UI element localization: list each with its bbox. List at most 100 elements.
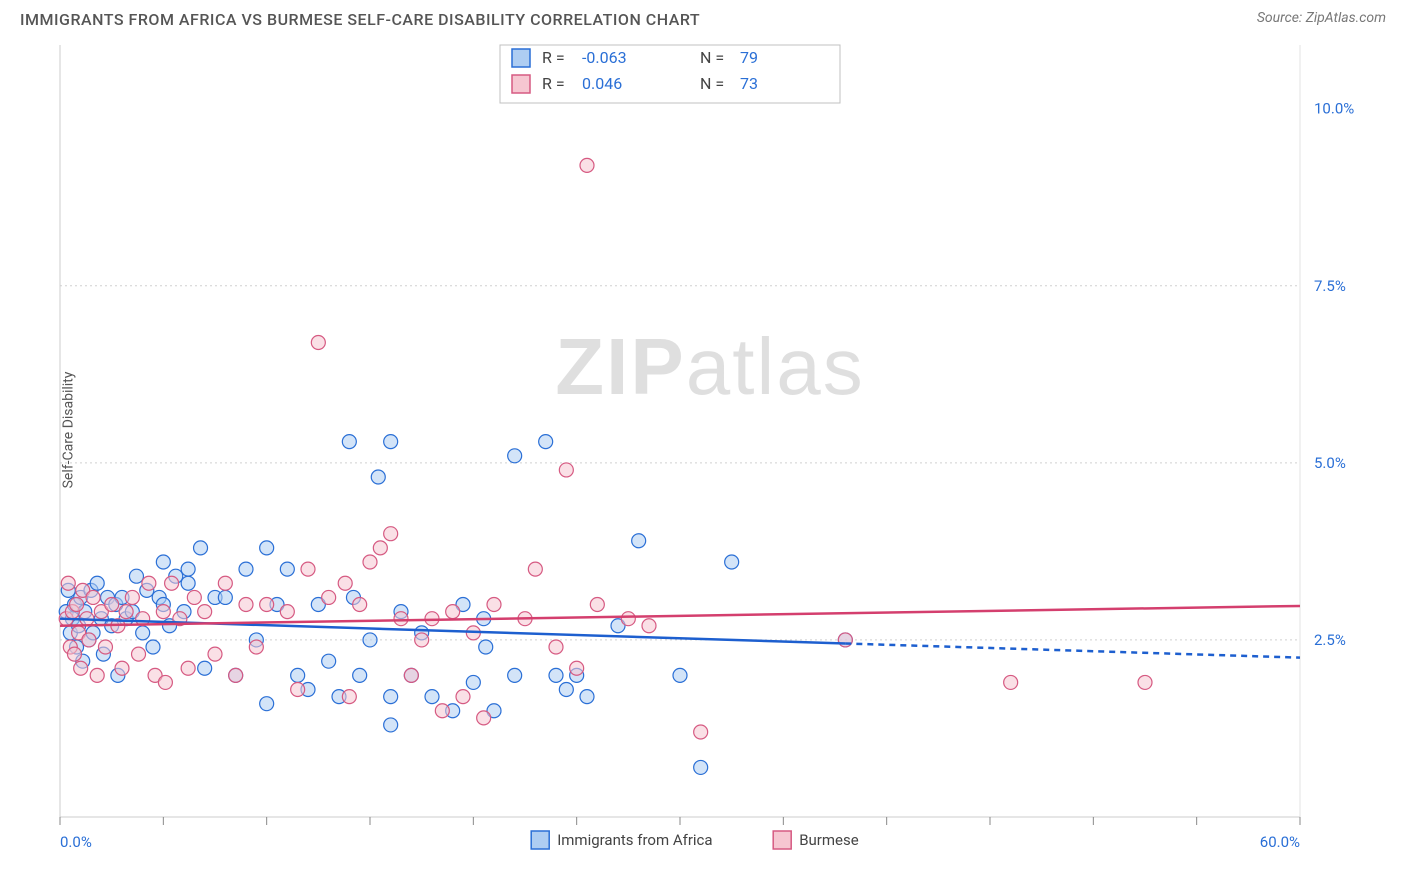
scatter-point (119, 605, 133, 619)
scatter-point (425, 690, 439, 704)
scatter-point (549, 668, 563, 682)
scatter-point (136, 626, 150, 640)
scatter-point (404, 668, 418, 682)
scatter-point (1138, 675, 1152, 689)
scatter-point (198, 605, 212, 619)
legend-swatch (512, 75, 530, 93)
scatter-point (384, 527, 398, 541)
scatter-point (105, 598, 119, 612)
scatter-point (61, 576, 75, 590)
scatter-point (415, 633, 429, 647)
scatter-point (181, 661, 195, 675)
source-name: ZipAtlas.com (1306, 10, 1386, 26)
scatter-point (694, 760, 708, 774)
scatter-point (74, 661, 88, 675)
scatter-point (260, 541, 274, 555)
y-axis-label: Self-Care Disability (60, 372, 76, 489)
scatter-point (549, 640, 563, 654)
scatter-point (322, 590, 336, 604)
scatter-point (142, 576, 156, 590)
scatter-point (384, 690, 398, 704)
chart-header: IMMIGRANTS FROM AFRICA VS BURMESE SELF-C… (0, 0, 1406, 35)
scatter-point (280, 562, 294, 576)
scatter-point (477, 711, 491, 725)
legend-r-label: R = (542, 74, 565, 93)
scatter-point (181, 576, 195, 590)
scatter-point (291, 683, 305, 697)
legend-swatch (773, 831, 791, 849)
scatter-point (435, 704, 449, 718)
legend-r-label: R = (542, 48, 565, 67)
scatter-point (456, 690, 470, 704)
scatter-point (218, 590, 232, 604)
scatter-point (239, 598, 253, 612)
y-tick-label: 10.0% (1314, 100, 1354, 118)
y-tick-label: 7.5% (1314, 277, 1346, 295)
legend-n-label: N = (700, 74, 724, 93)
scatter-point (559, 463, 573, 477)
scatter-point (132, 647, 146, 661)
scatter-point (311, 335, 325, 349)
scatter-point (394, 612, 408, 626)
scatter-point (156, 605, 170, 619)
scatter-point (322, 654, 336, 668)
scatter-point (642, 619, 656, 633)
scatter-point (528, 562, 542, 576)
scatter-point (508, 449, 522, 463)
scatter-point (165, 576, 179, 590)
legend-series-label: Immigrants from Africa (557, 831, 712, 849)
scatter-point (694, 725, 708, 739)
legend-n-label: N = (700, 48, 724, 67)
scatter-point (446, 605, 460, 619)
scatter-point (363, 555, 377, 569)
scatter-point (371, 470, 385, 484)
y-tick-label: 2.5% (1314, 631, 1346, 649)
scatter-point (98, 640, 112, 654)
scatter-point (508, 668, 522, 682)
scatter-point (632, 534, 646, 548)
source-prefix: Source: (1257, 10, 1306, 26)
legend-r-value: 0.046 (582, 74, 622, 93)
scatter-point (229, 668, 243, 682)
scatter-point (194, 541, 208, 555)
scatter-point (353, 668, 367, 682)
scatter-point (673, 668, 687, 682)
scatter-point (125, 590, 139, 604)
scatter-point (384, 718, 398, 732)
legend-swatch (512, 49, 530, 67)
scatter-point (280, 605, 294, 619)
scatter-point (363, 633, 377, 647)
scatter-point (1004, 675, 1018, 689)
scatter-point (621, 612, 635, 626)
scatter-point (198, 661, 212, 675)
scatter-point (590, 598, 604, 612)
scatter-point (239, 562, 253, 576)
chart-source: Source: ZipAtlas.com (1257, 10, 1386, 26)
scatter-point (373, 541, 387, 555)
legend-r-value: -0.063 (582, 48, 627, 67)
scatter-point (156, 555, 170, 569)
scatter-point (384, 435, 398, 449)
regression-line-extrapolated (845, 643, 1300, 657)
scatter-plot-svg: 0.0%60.0%2.5%5.0%7.5%10.0%R =-0.063N =79… (50, 35, 1370, 865)
scatter-point (725, 555, 739, 569)
scatter-point (338, 576, 352, 590)
scatter-point (86, 590, 100, 604)
scatter-point (260, 697, 274, 711)
scatter-point (342, 690, 356, 704)
scatter-point (487, 598, 501, 612)
scatter-point (70, 598, 84, 612)
scatter-point (146, 640, 160, 654)
scatter-point (291, 668, 305, 682)
scatter-point (580, 690, 594, 704)
scatter-point (580, 158, 594, 172)
chart-area: Self-Care Disability ZIPatlas 0.0%60.0%2… (50, 35, 1370, 825)
scatter-point (260, 598, 274, 612)
legend-swatch (531, 831, 549, 849)
scatter-point (301, 562, 315, 576)
scatter-point (90, 576, 104, 590)
y-tick-label: 5.0% (1314, 454, 1346, 472)
x-tick-label: 60.0% (1260, 833, 1300, 851)
scatter-point (570, 661, 584, 675)
scatter-point (249, 640, 263, 654)
